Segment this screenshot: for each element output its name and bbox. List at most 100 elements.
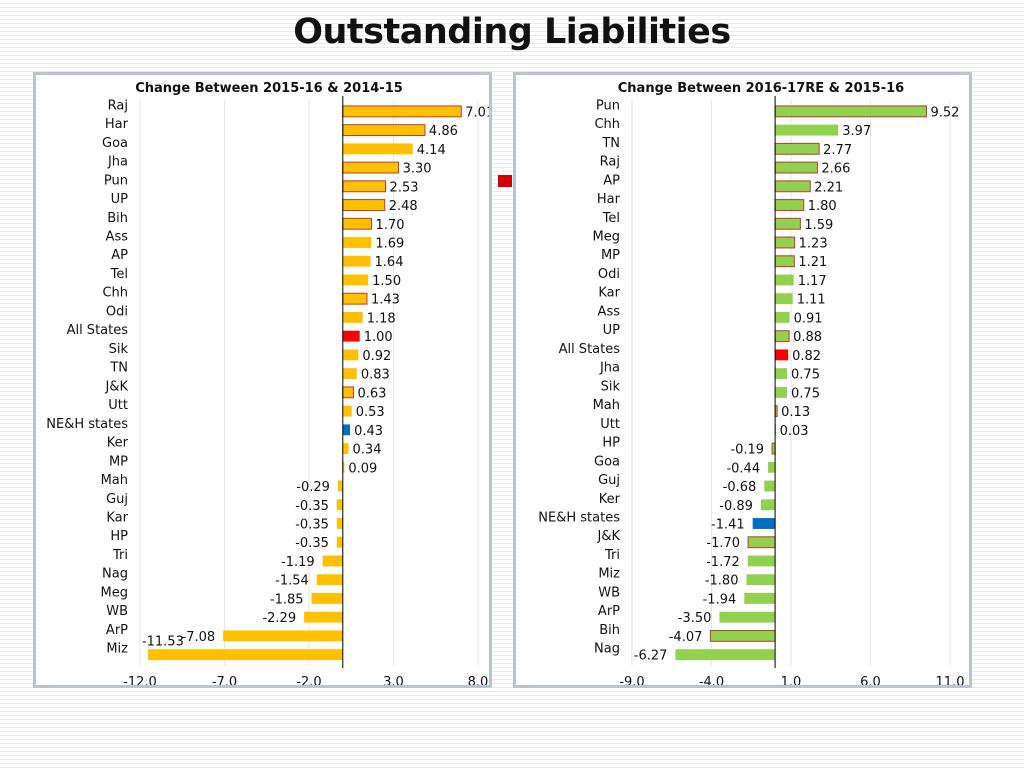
value-label: 0.92 [362,349,391,364]
value-label: -1.54 [275,574,309,589]
category-label: All States [67,323,129,338]
value-label: 0.43 [354,424,383,439]
category-label: Har [105,117,129,132]
value-label: -1.41 [711,518,745,533]
value-label: 2.77 [823,143,852,158]
category-label: Ass [106,230,129,245]
category-label: Miz [106,642,128,657]
category-label: Raj [108,98,128,113]
bar-all-states [775,349,789,361]
bar-odi [342,312,363,323]
bar-jha [775,368,788,380]
value-label: -4.07 [669,630,703,645]
x-tick-label: -12.0 [123,675,157,685]
category-label: Odi [106,304,128,319]
category-label: UP [111,192,129,207]
bar-ap [342,255,371,267]
value-label: 4.86 [429,124,458,139]
right-bar-chart: Change Between 2016-17RE & 2015-16 Pun Chh… [538,81,964,685]
value-label: -0.35 [295,499,329,514]
category-label: Sik [601,379,621,394]
bar-up [342,199,386,211]
x-tick-label: -7.0 [212,675,237,685]
value-label: 0.63 [357,386,386,401]
x-tick-label: -4.0 [699,675,724,685]
category-label: Ass [598,304,621,319]
category-label: MP [601,248,620,263]
value-label: 4.14 [417,143,446,158]
bar-wb [304,611,343,623]
x-tick-label: 1.0 [781,675,802,685]
chart-title: Change Between 2015-16 & 2014-15 [135,81,403,96]
x-tick-label: -9.0 [619,675,644,685]
bar-tn [342,368,357,380]
value-label: -1.85 [270,592,304,607]
category-label: Tel [110,267,128,282]
value-label: 1.80 [808,199,837,214]
category-label: Tri [112,548,128,563]
bar-odi [775,274,794,286]
value-label: 3.30 [403,162,432,177]
bar-j-k [747,536,776,549]
value-label: 1.00 [364,330,393,345]
bar-chh [775,124,839,136]
category-label: WB [106,604,128,619]
value-label: -0.35 [295,536,329,551]
bar-guj [764,480,776,492]
value-label: 1.43 [371,293,400,308]
bar-goa [342,143,413,155]
category-label: TN [601,136,620,151]
bar-ap [774,180,811,193]
value-label: 1.59 [804,218,833,233]
category-label: AP [111,248,128,263]
bar-sik [775,386,788,398]
bar-miz [746,574,776,586]
category-label: Chh [594,117,620,132]
category-label: Ker [599,492,621,507]
category-label: Bih [599,623,620,638]
bar-up [774,330,790,343]
category-label: Tri [604,548,620,563]
category-label: AP [603,173,620,188]
category-label: Jha [107,155,128,170]
bar-ass [775,312,790,323]
bar-nag [316,574,343,586]
value-label: 1.23 [799,237,828,252]
x-tick-label: -2.0 [296,675,321,685]
category-label: Miz [598,567,620,582]
value-label: -0.89 [719,499,753,514]
left-chart-panel: Change Between 2015-16 & 2014-15 Raj Har Go… [33,72,492,688]
bar-kar [336,518,343,529]
value-label: 2.21 [814,180,843,195]
value-label: 1.50 [372,274,401,289]
all-states-legend-marker [498,175,512,187]
value-label: -0.44 [726,461,760,476]
bar-pun [342,180,387,193]
category-label: Sik [109,342,129,357]
value-label: -0.68 [723,480,757,495]
bar-mp [774,255,795,268]
bar-bih [709,629,776,642]
bar-chh [342,292,368,305]
bar-wb [744,593,776,604]
page-title: Outstanding Liabilities [293,12,731,52]
category-label: Goa [102,136,128,151]
bar-meg [311,593,343,604]
category-label: Tel [602,211,620,226]
category-label: Odi [598,267,620,282]
value-label: 0.83 [361,368,390,383]
category-label: Jha [599,361,620,376]
value-label: 0.53 [356,405,385,420]
value-label: 1.69 [375,237,404,252]
bar-j-k [342,386,354,399]
value-label: -1.19 [281,555,315,570]
value-label: 1.18 [367,311,396,326]
bar-har [774,199,805,211]
category-label: Nag [102,567,128,582]
value-label: 0.82 [792,349,821,364]
bar-jha [342,161,400,174]
bar-tel [342,274,369,286]
bar-har [342,124,426,137]
bar-bih [342,217,373,230]
category-label: ArP [106,623,128,638]
